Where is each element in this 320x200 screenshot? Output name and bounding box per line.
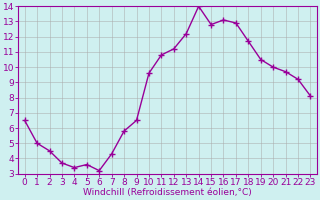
X-axis label: Windchill (Refroidissement éolien,°C): Windchill (Refroidissement éolien,°C) [83, 188, 252, 197]
